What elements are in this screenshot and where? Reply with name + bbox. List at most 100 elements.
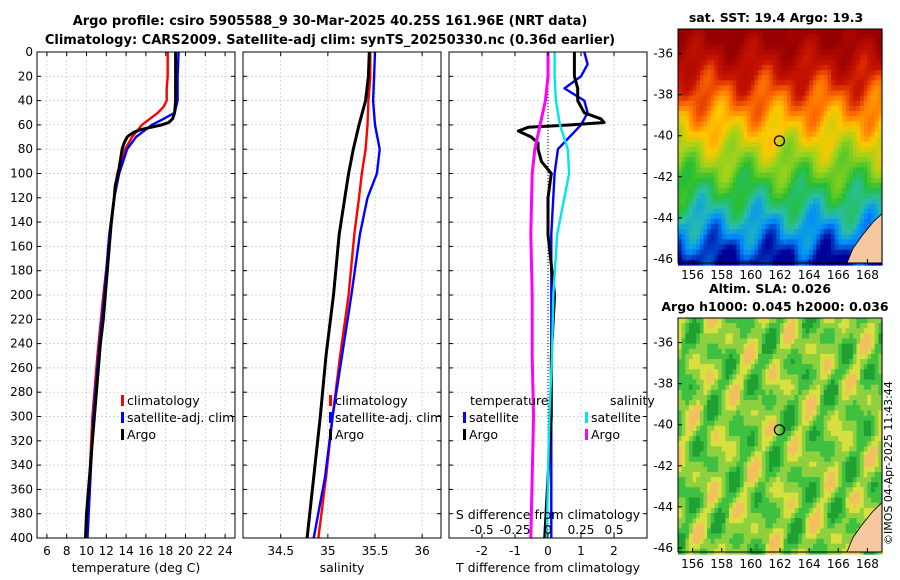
map-cell: [688, 410, 694, 417]
map-cell: [871, 49, 876, 56]
map-cell: [707, 126, 712, 133]
map-cell: [747, 400, 752, 406]
map-cell: [721, 343, 726, 350]
map-cell: [696, 323, 701, 329]
map-cell: [718, 395, 723, 401]
map-cell: [725, 410, 730, 417]
map-cell: [860, 59, 865, 66]
map-cell: [754, 379, 759, 386]
map-cell: [816, 234, 821, 240]
map-cell: [852, 224, 858, 230]
map-cell: [780, 182, 785, 189]
map-cell: [776, 338, 781, 345]
map-cell: [834, 141, 839, 148]
map-cell: [801, 75, 807, 81]
map-cell: [736, 49, 741, 56]
map-cell: [805, 477, 810, 483]
map-cell: [721, 162, 726, 169]
map-cell: [685, 126, 690, 133]
map-cell: [699, 218, 705, 225]
map-cell: [790, 364, 796, 370]
map-cell: [769, 234, 774, 240]
map-cell: [750, 364, 756, 370]
map-cell: [754, 359, 759, 365]
map-cell: [718, 359, 723, 365]
map-cell: [739, 318, 745, 324]
map-cell: [678, 374, 683, 381]
map-cell: [841, 193, 847, 199]
map-cell: [747, 364, 752, 370]
map-cell: [754, 234, 759, 240]
map-cell: [754, 70, 759, 76]
map-cell: [688, 172, 694, 179]
map-cell: [725, 203, 730, 210]
map-cell: [809, 229, 814, 235]
map-cell: [856, 451, 861, 458]
map-cell: [772, 208, 777, 215]
sst_map-cells: [678, 29, 883, 266]
map-cell: [871, 188, 876, 194]
map-cell: [794, 162, 799, 169]
map-cell: [801, 436, 807, 442]
map-cell: [772, 400, 777, 406]
map-cell: [780, 384, 785, 391]
map-cell: [696, 34, 701, 40]
map-cell: [685, 446, 690, 452]
map-cell: [699, 193, 705, 199]
map-cell: [827, 172, 832, 179]
map-cell: [783, 80, 788, 86]
map-cell: [790, 39, 796, 45]
map-cell: [725, 364, 730, 370]
map-cell: [849, 384, 854, 391]
map-cell: [834, 193, 839, 199]
map-cell: [794, 487, 799, 493]
map-cell: [776, 121, 781, 128]
map-cell: [794, 198, 799, 204]
map-cell: [696, 244, 701, 251]
map-cell: [761, 100, 766, 107]
map-cell: [725, 482, 730, 488]
map-cell: [787, 446, 792, 452]
map-cell: [681, 44, 686, 51]
map-cell: [845, 451, 850, 458]
map-cell: [699, 59, 705, 66]
map-cell: [681, 343, 686, 350]
map-cell: [783, 441, 788, 447]
map-cell: [772, 328, 777, 334]
map-cell: [747, 111, 752, 117]
map-cell: [860, 389, 865, 396]
map-cell: [707, 152, 712, 158]
map-cell: [718, 224, 723, 230]
map-cell: [809, 95, 814, 102]
map-cell: [769, 44, 774, 51]
map-cell: [772, 244, 777, 251]
map-cell: [758, 85, 763, 92]
map-cell: [809, 400, 814, 406]
map-cell: [871, 121, 876, 128]
map-cell: [685, 420, 690, 427]
map-cell: [878, 116, 883, 122]
map-cell: [878, 59, 883, 66]
map-cell: [809, 323, 814, 329]
map-cell: [769, 198, 774, 204]
map-cell: [809, 203, 814, 210]
map-cell: [685, 177, 690, 184]
map-cell: [681, 466, 686, 473]
map-cell: [812, 75, 817, 81]
map-cell: [743, 343, 748, 350]
map-cell: [769, 456, 774, 463]
map-cell: [783, 182, 788, 189]
map-cell: [739, 333, 745, 340]
map-cell: [805, 254, 810, 261]
map-cell: [758, 430, 763, 437]
map-cell: [823, 430, 828, 437]
map-cell: [816, 364, 821, 370]
map-cell: [761, 95, 766, 102]
map-cell: [794, 85, 799, 92]
map-cell: [736, 64, 741, 71]
map-cell: [732, 389, 737, 396]
map-cell: [739, 64, 745, 71]
map-cell: [787, 441, 792, 447]
map-cell: [765, 136, 770, 143]
map-cell: [841, 343, 847, 350]
